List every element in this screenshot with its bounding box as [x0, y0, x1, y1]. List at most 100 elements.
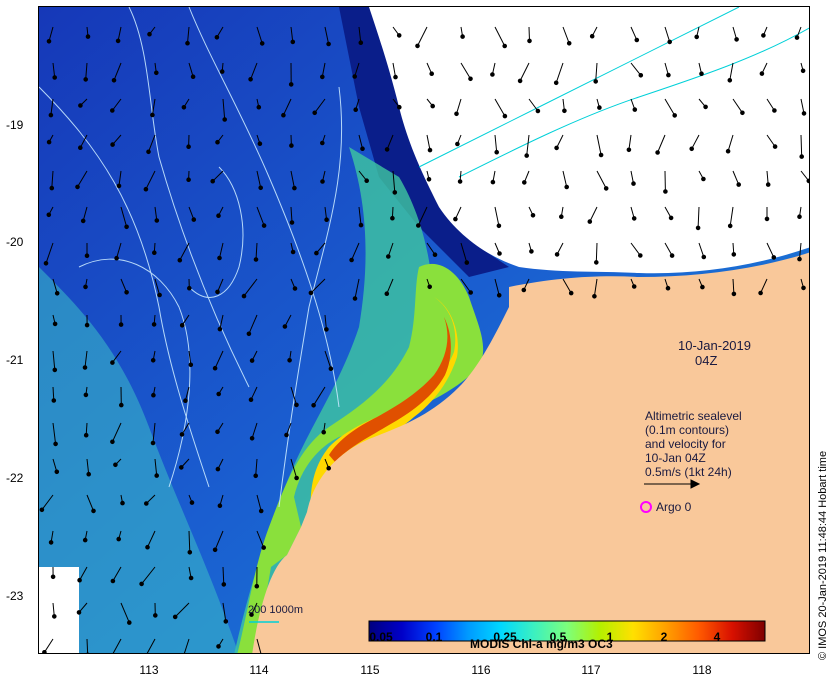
- velocity-arrow: [256, 206, 265, 226]
- colorbar-title: MODIS Chl-a mg/m3 OC3: [470, 637, 613, 651]
- velocity-arrow-head: [127, 620, 132, 625]
- legend-line: (0.1m contours): [645, 423, 730, 437]
- lat-label: -22: [6, 471, 24, 485]
- velocity-arrow-head: [187, 550, 193, 555]
- velocity-arrow: [460, 62, 471, 80]
- velocity-arrow: [760, 278, 768, 294]
- velocity-arrow-head: [364, 178, 370, 183]
- velocity-arrow-head: [151, 392, 156, 398]
- velocity-arrow-head: [42, 650, 47, 653]
- map-frame: [38, 6, 810, 654]
- velocity-arrow: [593, 278, 598, 297]
- velocity-arrow-head: [86, 652, 90, 653]
- velocity-arrow-head: [454, 111, 459, 117]
- velocity-arrow-head: [494, 149, 500, 155]
- velocity-arrow: [113, 62, 122, 81]
- velocity-arrow-head: [85, 34, 91, 39]
- velocity-arrow-head: [430, 103, 436, 109]
- velocity-arrow-head: [772, 144, 778, 149]
- velocity-arrow-head: [736, 182, 742, 187]
- velocity-arrow: [154, 278, 161, 296]
- velocity-arrow-head: [83, 432, 89, 438]
- velocity-arrow-head: [52, 614, 57, 619]
- velocity-arrow: [729, 206, 734, 226]
- velocity-arrow: [184, 386, 190, 401]
- time-label: 04Z: [695, 353, 718, 368]
- velocity-arrow: [630, 62, 642, 76]
- velocity-arrow: [387, 242, 394, 257]
- velocity-arrow: [456, 98, 462, 114]
- velocity-arrow: [111, 98, 122, 111]
- isobath-label: 200 1000m: [248, 604, 304, 616]
- colorbar-tick: 0.25: [493, 630, 517, 644]
- colorbar-tick: 2: [660, 630, 668, 644]
- velocity-arrow-head: [701, 176, 706, 182]
- velocity-arrow: [494, 278, 500, 296]
- velocity-arrow: [256, 494, 262, 512]
- velocity-arrow-head: [52, 75, 57, 80]
- velocity-arrow: [251, 422, 258, 439]
- velocity-arrow-head: [597, 105, 602, 110]
- velocity-arrow-head: [151, 322, 157, 327]
- velocity-arrows: [39, 26, 809, 653]
- velocity-arrow-head: [114, 255, 119, 261]
- velocity-arrow-head: [800, 68, 806, 74]
- velocity-arrow-head: [54, 469, 60, 475]
- velocity-arrow: [256, 638, 262, 653]
- velocity-arrow-head: [626, 147, 632, 153]
- velocity-arrow-head: [535, 108, 541, 114]
- velocity-arrow: [154, 458, 158, 476]
- colorbar-tick: 4: [713, 630, 721, 644]
- colorbar-tick: 1: [606, 630, 614, 644]
- velocity-arrow-head: [256, 104, 262, 110]
- velocity-arrow: [290, 386, 297, 406]
- velocity-arrow-head: [214, 35, 220, 40]
- velocity-arrow: [628, 134, 632, 150]
- velocity-arrow: [217, 278, 224, 293]
- velocity-arrow: [256, 530, 265, 548]
- velocity-arrow: [86, 638, 89, 653]
- velocity-arrow-head: [48, 540, 54, 545]
- velocity-arrow-head: [111, 78, 117, 83]
- velocity-arrow-head: [46, 139, 52, 145]
- velocity-arrow-head: [311, 403, 316, 408]
- velocity-arrow-head: [281, 112, 286, 118]
- velocity-arrow: [528, 26, 530, 41]
- velocity-arrow-head: [392, 190, 398, 195]
- velocity-arrow-head: [76, 610, 82, 615]
- high-chl-red: [329, 317, 451, 462]
- velocity-arrow-head: [139, 581, 144, 587]
- velocity-arrow: [494, 134, 498, 153]
- velocity-arrow-head: [517, 78, 523, 84]
- velocity-arrow: [179, 242, 190, 261]
- high-chl-green: [237, 263, 484, 653]
- velocity-arrow-head: [634, 37, 640, 43]
- velocity-arrow-head: [427, 284, 433, 290]
- velocity-arrow-head: [321, 429, 327, 435]
- velocity-arrow: [729, 62, 734, 81]
- velocity-arrow-head: [179, 432, 185, 437]
- velocity-arrow: [222, 98, 226, 120]
- velocity-arrow-head: [772, 108, 777, 113]
- lat-label: -23: [6, 589, 24, 603]
- velocity-arrow-head: [496, 223, 502, 229]
- velocity-arrow: [290, 206, 293, 223]
- velocity-arrow-head: [393, 74, 398, 80]
- argo-label: Argo 0: [656, 500, 692, 514]
- velocity-arrow-head: [290, 39, 296, 45]
- velocity-arrow-head: [172, 614, 178, 620]
- velocity-arrow-head: [215, 139, 220, 145]
- velocity-arrow-head: [312, 110, 318, 116]
- velocity-arrow-head: [217, 255, 222, 261]
- velocity-arrow-head: [110, 439, 115, 445]
- velocity-arrow-head: [353, 107, 359, 112]
- velocity-arrow: [52, 350, 56, 370]
- reference-arrow: [644, 479, 701, 489]
- velocity-arrow: [85, 62, 88, 80]
- colorbar: [368, 620, 766, 642]
- velocity-arrow-head: [358, 222, 364, 228]
- velocity-arrow-head: [521, 287, 527, 293]
- velocity-arrow: [148, 134, 156, 152]
- velocity-arrow-head: [292, 185, 297, 191]
- velocity-arrow-head: [115, 38, 121, 44]
